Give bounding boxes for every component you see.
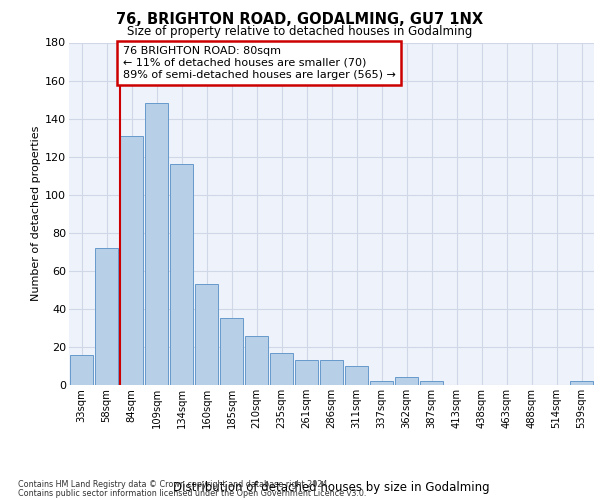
Bar bbox=[570, 381, 593, 385]
Bar bbox=[395, 378, 418, 385]
Text: 76 BRIGHTON ROAD: 80sqm
← 11% of detached houses are smaller (70)
89% of semi-de: 76 BRIGHTON ROAD: 80sqm ← 11% of detache… bbox=[123, 46, 396, 80]
Bar bbox=[295, 360, 318, 385]
Bar bbox=[70, 354, 93, 385]
Bar bbox=[145, 104, 168, 385]
Text: Size of property relative to detached houses in Godalming: Size of property relative to detached ho… bbox=[127, 25, 473, 38]
Bar bbox=[420, 381, 443, 385]
Bar bbox=[320, 360, 343, 385]
Text: 76, BRIGHTON ROAD, GODALMING, GU7 1NX: 76, BRIGHTON ROAD, GODALMING, GU7 1NX bbox=[116, 12, 484, 28]
Bar bbox=[245, 336, 268, 385]
Bar bbox=[170, 164, 193, 385]
Bar bbox=[120, 136, 143, 385]
Text: Contains HM Land Registry data © Crown copyright and database right 2024.: Contains HM Land Registry data © Crown c… bbox=[18, 480, 330, 489]
Bar bbox=[370, 381, 393, 385]
Text: Contains public sector information licensed under the Open Government Licence v3: Contains public sector information licen… bbox=[18, 488, 367, 498]
Bar bbox=[345, 366, 368, 385]
Bar bbox=[220, 318, 243, 385]
Bar bbox=[270, 352, 293, 385]
Bar bbox=[95, 248, 118, 385]
Bar bbox=[195, 284, 218, 385]
X-axis label: Distribution of detached houses by size in Godalming: Distribution of detached houses by size … bbox=[173, 481, 490, 494]
Y-axis label: Number of detached properties: Number of detached properties bbox=[31, 126, 41, 302]
